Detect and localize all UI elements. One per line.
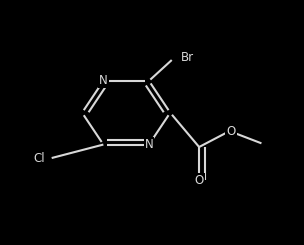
Text: Br: Br [180, 51, 194, 64]
Text: Cl: Cl [34, 151, 45, 165]
Text: O: O [195, 173, 204, 187]
Text: N: N [145, 138, 153, 151]
Text: O: O [226, 124, 236, 138]
Text: N: N [99, 74, 108, 87]
